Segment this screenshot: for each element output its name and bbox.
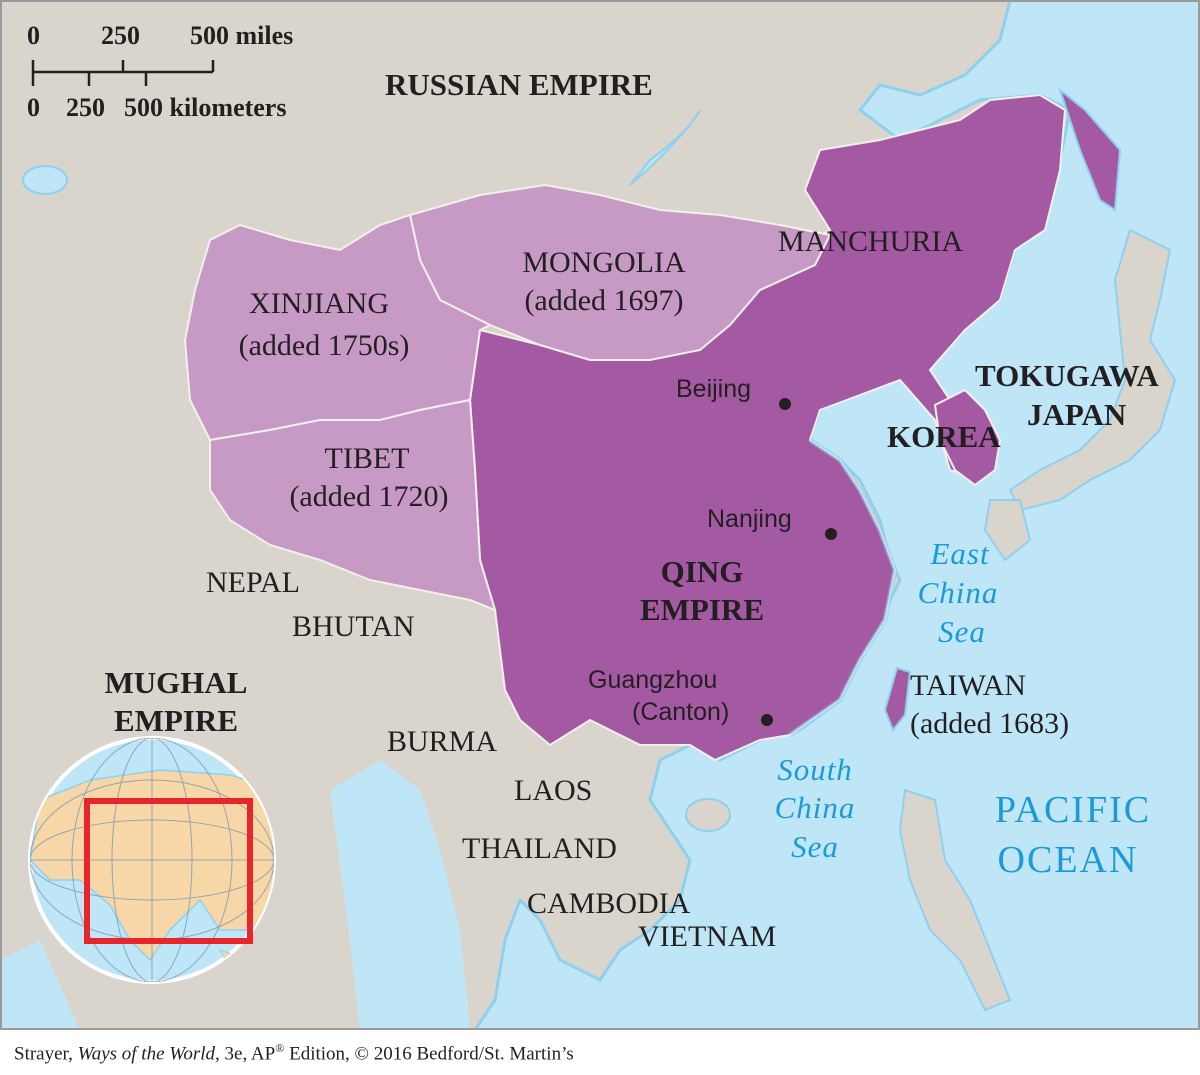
label-south-sea: Sea <box>791 829 839 864</box>
caspian-like-lake <box>22 165 68 195</box>
label-south: South <box>777 752 853 787</box>
label-east-china: China <box>918 575 999 610</box>
arabian-sea-coast <box>0 940 80 1030</box>
label-manchuria: MANCHURIA <box>778 225 963 258</box>
bay-of-bengal <box>330 760 470 1030</box>
label-mongolia-added: (added 1697) <box>524 284 683 317</box>
coastline-glow <box>788 437 898 738</box>
caption-registered: ® <box>275 1041 285 1055</box>
label-east-sea: Sea <box>938 614 986 649</box>
label-russian-empire: RUSSIAN EMPIRE <box>385 67 653 102</box>
label-nepal: NEPAL <box>206 566 300 599</box>
scale-km-250: 250 <box>66 93 105 122</box>
philippines <box>898 788 1012 1012</box>
xinjiang-territory <box>183 213 493 442</box>
guangzhou-dot <box>761 714 773 726</box>
caption-rest: Edition, © 2016 Bedford/St. Martin’s <box>289 1043 574 1065</box>
label-beijing: Beijing <box>676 375 751 403</box>
label-mughal: MUGHAL <box>105 665 248 700</box>
sakhalin <box>1057 87 1122 212</box>
label-canton: (Canton) <box>632 698 729 726</box>
taiwan-island <box>883 666 912 732</box>
lake-baikal <box>629 109 701 186</box>
scale-bar: 0 250 500 miles 0 250 500 kilometers <box>27 21 293 122</box>
map-frame <box>0 0 1200 1030</box>
label-east: East <box>929 536 990 571</box>
label-mughal-empire: EMPIRE <box>114 703 238 738</box>
caption: Strayer, Ways of the World, 3e, AP® Edit… <box>14 1041 574 1065</box>
label-tibet-added: (added 1720) <box>289 480 448 513</box>
label-burma: BURMA <box>387 725 497 758</box>
korea-territory <box>933 388 1002 487</box>
label-taiwan: TAIWAN <box>910 669 1026 702</box>
beijing-dot <box>779 398 791 410</box>
kyushu <box>983 499 1032 562</box>
caption-title: Ways of the World, <box>77 1043 220 1065</box>
label-taiwan-added: (added 1683) <box>910 707 1069 740</box>
inset-highlight-box <box>84 798 253 944</box>
label-thailand: THAILAND <box>462 832 617 865</box>
scale-miles-0: 0 <box>27 21 40 50</box>
label-qing-empire: EMPIRE <box>640 592 764 627</box>
label-laos: LAOS <box>514 774 592 807</box>
tibet-territory <box>209 398 497 612</box>
caption-author: Strayer, <box>14 1043 73 1065</box>
label-mongolia: MONGOLIA <box>522 246 686 279</box>
scale-km-500: 500 kilometers <box>124 93 286 122</box>
label-bhutan: BHUTAN <box>292 610 415 643</box>
label-japan: JAPAN <box>1027 397 1126 432</box>
scale-km-0: 0 <box>27 93 40 122</box>
scale-miles-500: 500 miles <box>190 21 293 50</box>
hainan <box>685 798 731 832</box>
label-cambodia: CAMBODIA <box>527 887 691 920</box>
label-pacific: PACIFIC <box>995 789 1151 831</box>
caption-edition: 3e, AP <box>224 1043 276 1065</box>
label-korea: KOREA <box>887 419 1001 454</box>
map: 0 250 500 miles 0 250 500 kilometers RUS… <box>0 0 1200 1030</box>
label-guangzhou: Guangzhou <box>588 666 717 694</box>
japan <box>1008 228 1177 512</box>
label-ocean: OCEAN <box>998 839 1139 881</box>
label-qing: QING <box>661 554 744 589</box>
label-xinjiang-added: (added 1750s) <box>239 329 410 362</box>
scale-miles-250: 250 <box>101 21 140 50</box>
label-tibet: TIBET <box>325 442 410 475</box>
label-south-china: China <box>775 790 856 825</box>
label-nanjing: Nanjing <box>707 505 792 533</box>
label-tokugawa: TOKUGAWA <box>975 358 1159 393</box>
label-vietnam: VIETNAM <box>638 920 776 953</box>
label-xinjiang: XINJIANG <box>249 287 389 320</box>
nanjing-dot <box>825 528 837 540</box>
